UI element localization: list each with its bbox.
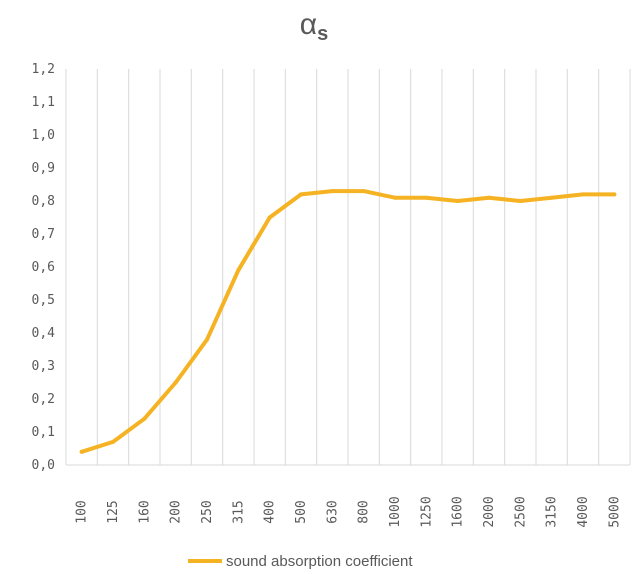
- x-tick-label: 250: [200, 500, 215, 523]
- series-layer: [79, 189, 617, 454]
- chart-title-main: α: [300, 8, 317, 41]
- y-tick-label: 1,2: [32, 62, 55, 77]
- data-point: [267, 215, 272, 220]
- x-tick-label: 160: [137, 500, 152, 523]
- y-tick-label: 0,7: [32, 227, 55, 242]
- data-point: [173, 380, 178, 385]
- chart-title-subscript: s: [317, 23, 328, 45]
- x-tick-label: 200: [169, 500, 184, 523]
- x-tick-label: 500: [294, 500, 309, 523]
- y-axis: 0,0 0,1 0,2 0,3 0,4 0,5 0,6 0,7 0,8 0,9 1,0 1,1 1,2: [32, 62, 56, 473]
- data-point: [487, 195, 491, 200]
- data-point: [299, 192, 303, 197]
- series-line: [79, 189, 617, 454]
- y-tick-label: 0,9: [32, 161, 55, 176]
- data-point: [79, 449, 84, 454]
- data-point: [330, 189, 335, 194]
- data-point: [236, 268, 241, 273]
- x-tick-label: 400: [263, 500, 278, 523]
- x-axis: 100 125 160 200 250 315 400 500 630 800 1000 1250 16…: [75, 496, 623, 527]
- data-point: [205, 337, 209, 342]
- x-tick-label: 5000: [607, 496, 622, 527]
- x-tick-label: 2000: [482, 496, 497, 527]
- data-point: [111, 439, 115, 444]
- y-tick-label: 0,6: [32, 260, 55, 275]
- data-point: [581, 192, 585, 197]
- data-point: [612, 192, 617, 197]
- data-point: [142, 416, 147, 421]
- data-point: [424, 195, 429, 200]
- y-tick-label: 0,3: [32, 359, 55, 374]
- y-tick-label: 1,0: [32, 128, 55, 143]
- x-tick-label: 4000: [576, 496, 591, 527]
- data-point: [393, 195, 397, 200]
- legend: sound absorption coefficient: [188, 553, 413, 570]
- x-tick-label: 800: [357, 500, 372, 523]
- y-tick-label: 0,8: [32, 194, 55, 209]
- x-tick-label: 1600: [451, 496, 466, 527]
- x-tick-label: 100: [75, 500, 90, 523]
- legend-label: sound absorption coefficient: [226, 553, 413, 570]
- y-tick-label: 0,2: [32, 392, 55, 407]
- y-tick-label: 1,1: [32, 95, 55, 110]
- x-tick-label: 2500: [513, 496, 528, 527]
- x-tick-label: 3150: [545, 496, 560, 527]
- data-point: [361, 189, 366, 194]
- y-tick-label: 0,1: [32, 425, 55, 440]
- data-point: [549, 195, 554, 200]
- x-tick-label: 125: [106, 500, 121, 523]
- y-tick-label: 0,4: [32, 326, 56, 341]
- data-point: [455, 199, 460, 203]
- chart-title: αs: [300, 8, 328, 45]
- x-tick-label: 1000: [388, 496, 403, 527]
- x-tick-label: 1250: [419, 496, 434, 527]
- x-tick-label: 630: [325, 500, 340, 523]
- y-tick-label: 0,0: [32, 458, 55, 473]
- x-tick-label: 315: [231, 500, 246, 523]
- data-point: [518, 199, 523, 203]
- grid-layer: [65, 69, 631, 466]
- y-tick-label: 0,5: [32, 293, 55, 308]
